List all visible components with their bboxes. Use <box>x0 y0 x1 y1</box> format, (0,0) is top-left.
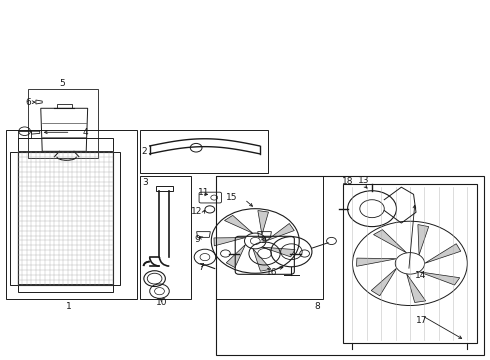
Bar <box>113 152 121 285</box>
Text: 8: 8 <box>315 302 320 311</box>
Bar <box>18 131 31 138</box>
Text: 9: 9 <box>261 236 267 245</box>
Polygon shape <box>373 230 407 253</box>
Polygon shape <box>226 244 245 267</box>
Bar <box>18 138 113 151</box>
Polygon shape <box>424 244 461 264</box>
Bar <box>10 152 18 285</box>
Bar <box>18 152 113 285</box>
Text: 7: 7 <box>198 264 204 273</box>
Text: 12: 12 <box>191 207 202 216</box>
Polygon shape <box>419 272 460 285</box>
Text: 17: 17 <box>416 316 428 325</box>
Bar <box>216 176 323 299</box>
Text: 9: 9 <box>195 235 200 244</box>
Text: 1: 1 <box>66 302 72 311</box>
Polygon shape <box>418 225 429 255</box>
Text: 6: 6 <box>25 98 31 107</box>
Polygon shape <box>371 268 397 296</box>
Text: 18: 18 <box>342 177 353 186</box>
Polygon shape <box>258 211 269 235</box>
Text: 2: 2 <box>142 147 147 156</box>
Polygon shape <box>253 249 271 271</box>
Bar <box>18 284 113 292</box>
Polygon shape <box>266 224 294 241</box>
Polygon shape <box>407 274 426 302</box>
Bar <box>27 89 98 158</box>
Text: 10: 10 <box>156 298 168 307</box>
Text: 3: 3 <box>143 178 148 187</box>
Text: 15: 15 <box>225 193 237 202</box>
Bar <box>140 176 191 299</box>
Bar <box>343 184 477 343</box>
Polygon shape <box>214 238 245 246</box>
Bar <box>5 130 137 299</box>
Text: 11: 11 <box>198 188 209 197</box>
Bar <box>140 130 269 173</box>
Polygon shape <box>262 247 295 257</box>
Text: 16: 16 <box>266 268 278 277</box>
Text: 13: 13 <box>358 176 369 185</box>
Text: 5: 5 <box>59 79 65 88</box>
Text: 14: 14 <box>415 270 427 279</box>
Polygon shape <box>357 258 397 266</box>
Bar <box>57 104 72 108</box>
Polygon shape <box>224 215 253 233</box>
Bar <box>216 176 485 355</box>
Bar <box>156 186 172 192</box>
Text: 4: 4 <box>83 128 88 137</box>
